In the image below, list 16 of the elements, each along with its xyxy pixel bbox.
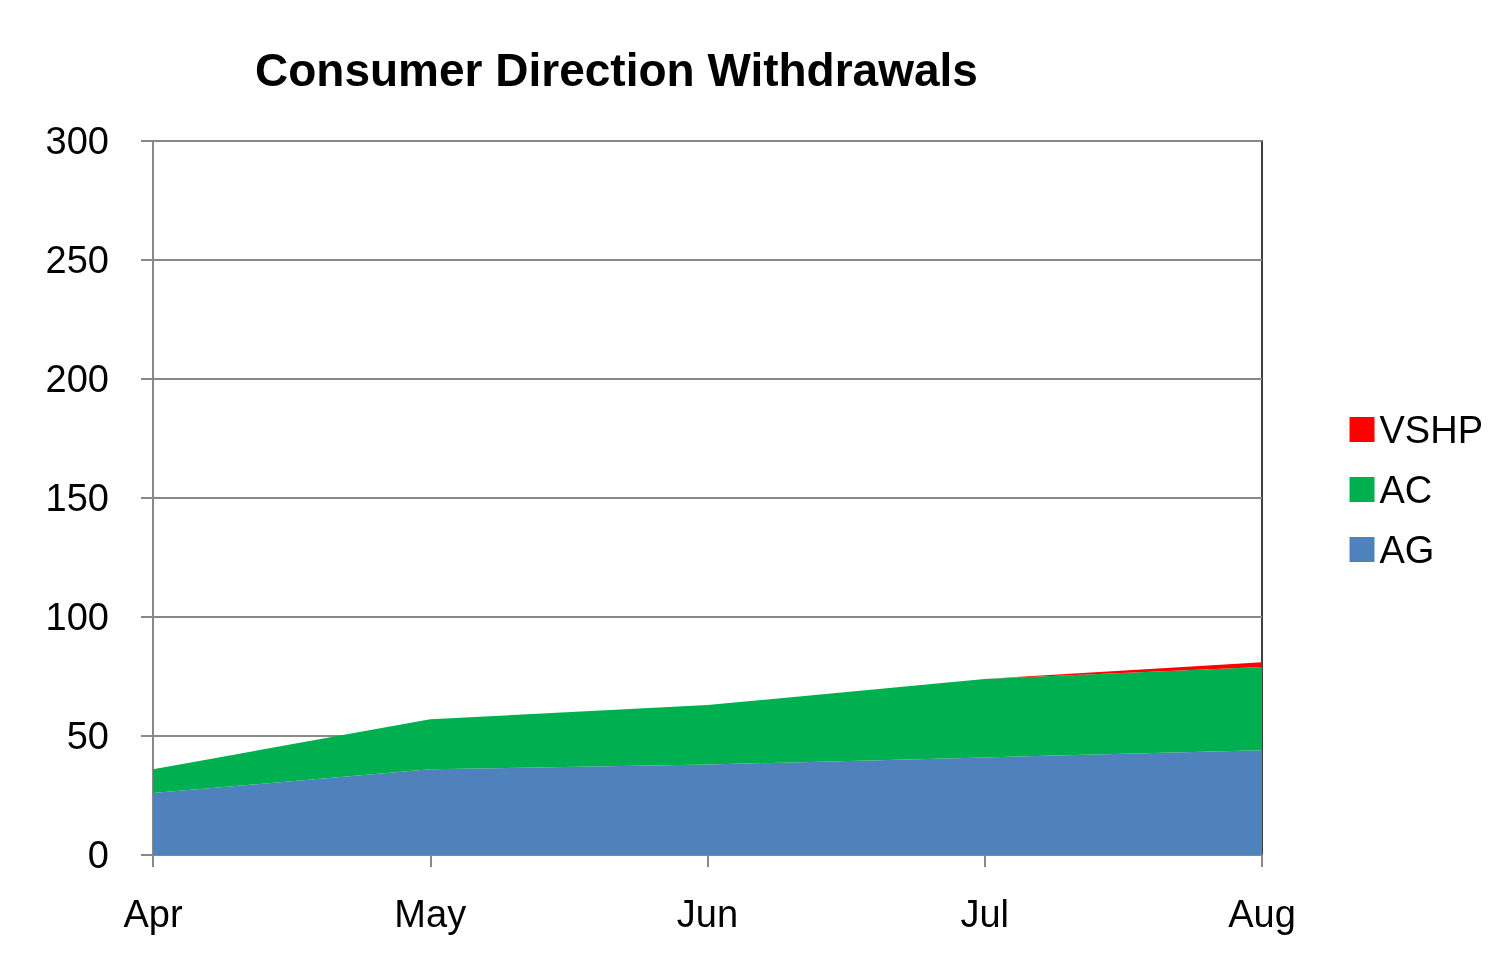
- y-tick-label: 0: [87, 834, 109, 876]
- y-tick-label: 250: [45, 239, 109, 281]
- y-tick-label: 300: [45, 120, 109, 162]
- x-tick-label: Apr: [123, 893, 183, 935]
- chart-title: Consumer Direction Withdrawals: [255, 44, 978, 96]
- legend-label: AG: [1379, 528, 1435, 571]
- legend-label: VSHP: [1379, 408, 1483, 451]
- x-tick-label: Jun: [676, 893, 739, 935]
- legend-label: AC: [1379, 468, 1433, 511]
- x-tick-label: Jul: [960, 893, 1010, 935]
- y-tick-label: 100: [45, 596, 109, 638]
- x-tick-label: May: [394, 893, 467, 935]
- y-tick-label: 50: [66, 715, 109, 757]
- x-tick-label: Aug: [1228, 893, 1296, 935]
- y-tick-label: 200: [45, 358, 109, 400]
- y-tick-label: 150: [45, 477, 109, 519]
